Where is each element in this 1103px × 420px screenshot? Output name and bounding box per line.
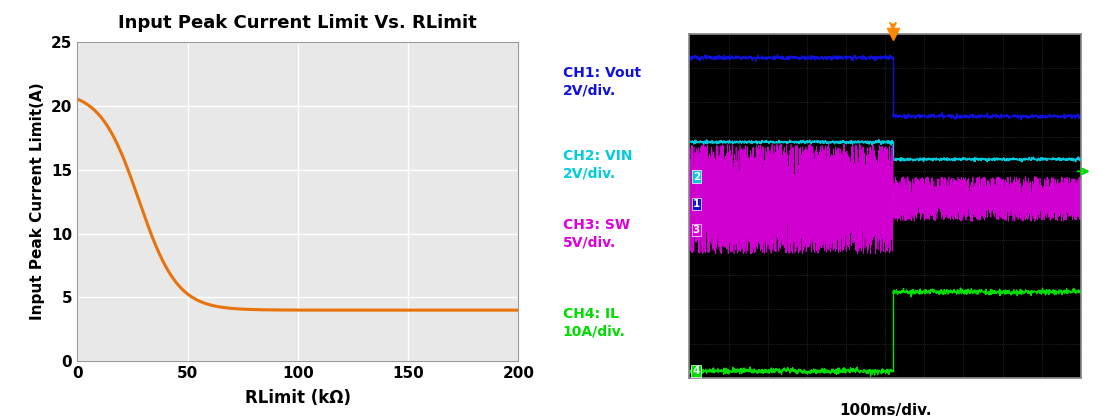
Text: CH2: VIN
2V/div.: CH2: VIN 2V/div. bbox=[563, 149, 632, 180]
Text: CH1: Vout
2V/div.: CH1: Vout 2V/div. bbox=[563, 66, 641, 97]
Y-axis label: Input Peak Current Limit(A): Input Peak Current Limit(A) bbox=[31, 83, 45, 320]
X-axis label: RLimit (kΩ): RLimit (kΩ) bbox=[245, 389, 351, 407]
Text: 1: 1 bbox=[693, 199, 700, 209]
Text: 100ms/div.: 100ms/div. bbox=[839, 403, 931, 418]
Text: 2: 2 bbox=[693, 171, 700, 181]
Text: CH3: SW
5V/div.: CH3: SW 5V/div. bbox=[563, 218, 630, 249]
Text: CH4: IL
10A/div.: CH4: IL 10A/div. bbox=[563, 307, 625, 339]
Text: 3: 3 bbox=[693, 225, 700, 235]
Title: Input Peak Current Limit Vs. RLimit: Input Peak Current Limit Vs. RLimit bbox=[118, 14, 478, 32]
Text: 4: 4 bbox=[693, 366, 700, 376]
